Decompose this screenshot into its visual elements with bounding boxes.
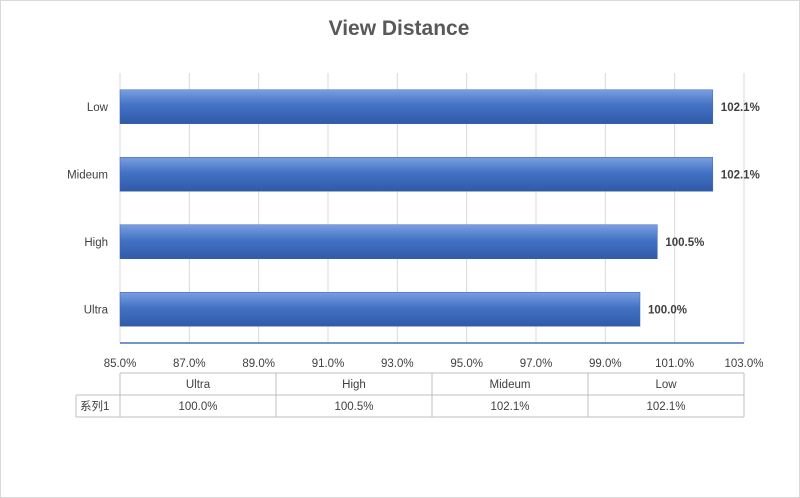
category-label: Mideum xyxy=(67,169,108,181)
bar-high xyxy=(119,224,658,259)
table-series-name: 系列1 xyxy=(80,399,109,413)
x-tick-label: 91.0% xyxy=(312,358,345,370)
table-header-cell: Low xyxy=(655,379,677,391)
data-label: 100.0% xyxy=(648,304,687,316)
table-value-cell: 102.1% xyxy=(490,401,529,413)
table-header-cell: Ultra xyxy=(186,379,211,391)
x-tick-label: 87.0% xyxy=(173,358,206,370)
table-value-cell: 100.0% xyxy=(178,401,217,413)
x-tick-label: 95.0% xyxy=(450,358,483,370)
category-label: High xyxy=(84,237,108,249)
x-tick-label: 103.0% xyxy=(724,358,763,370)
bar-ultra xyxy=(119,292,641,327)
data-label: 102.1% xyxy=(721,169,760,181)
table-header-cell: Mideum xyxy=(490,379,531,391)
x-tick-label: 93.0% xyxy=(381,358,414,370)
category-label: Ultra xyxy=(84,304,109,316)
table-value-cell: 102.1% xyxy=(646,401,685,413)
data-label: 102.1% xyxy=(721,102,760,114)
bar-low xyxy=(119,89,714,124)
chart-title: View Distance xyxy=(328,17,470,40)
x-tick-label: 97.0% xyxy=(520,358,553,370)
x-tick-label: 89.0% xyxy=(242,358,275,370)
data-label: 100.5% xyxy=(665,237,704,249)
x-tick-label: 99.0% xyxy=(589,358,622,370)
bar-mideum xyxy=(119,157,714,192)
x-tick-label: 85.0% xyxy=(104,358,137,370)
table-header-cell: High xyxy=(342,379,366,391)
x-tick-label: 101.0% xyxy=(655,358,694,370)
table-value-cell: 100.5% xyxy=(334,401,373,413)
category-label: Low xyxy=(87,102,109,114)
